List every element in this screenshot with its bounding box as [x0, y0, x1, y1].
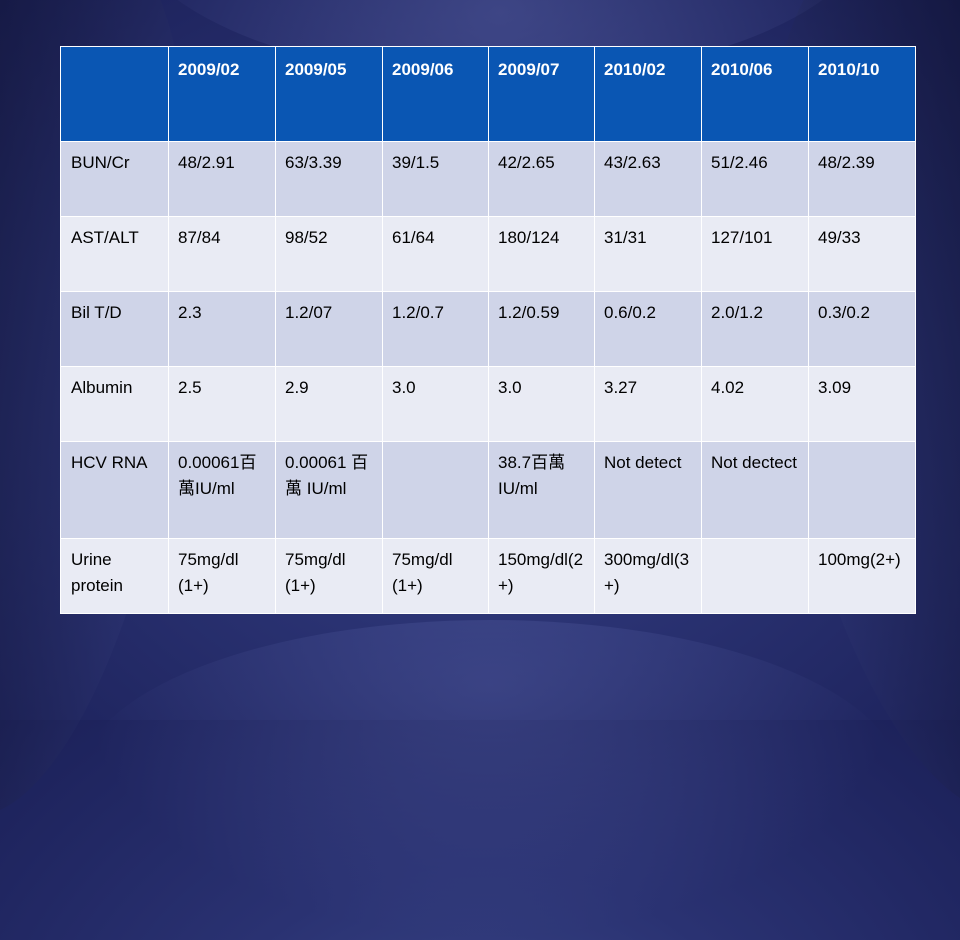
header-cell-date: 2010/02 — [594, 46, 702, 142]
header-row: 2009/02 2009/05 2009/06 2009/07 2010/02 … — [60, 46, 916, 142]
header-cell-date: 2009/06 — [382, 46, 489, 142]
table-cell: 180/124 — [488, 216, 595, 292]
table-cell: 0.6/0.2 — [594, 291, 702, 367]
table-cell: 75mg/dl (1+) — [275, 538, 383, 614]
table-row-albumin: Albumin 2.5 2.9 3.0 3.0 3.27 4.02 3.09 — [60, 366, 916, 442]
table-cell: 2.5 — [168, 366, 276, 442]
table-cell: 3.0 — [488, 366, 595, 442]
header-cell-date: 2009/02 — [168, 46, 276, 142]
table-cell: 127/101 — [701, 216, 809, 292]
table-cell: 42/2.65 — [488, 141, 595, 217]
row-label: HCV RNA — [60, 441, 169, 539]
background-glow-bottom — [80, 620, 900, 940]
table-cell: 51/2.46 — [701, 141, 809, 217]
table-cell: 38.7百萬IU/ml — [488, 441, 595, 539]
header-cell-date: 2009/07 — [488, 46, 595, 142]
table-cell: 0.00061 百萬 IU/ml — [275, 441, 383, 539]
table-cell: 150mg/dl(2+) — [488, 538, 595, 614]
table-cell: 3.27 — [594, 366, 702, 442]
table-cell: 1.2/0.59 — [488, 291, 595, 367]
table-cell: 1.2/0.7 — [382, 291, 489, 367]
table-cell: 61/64 — [382, 216, 489, 292]
header-cell-date: 2010/06 — [701, 46, 809, 142]
table-cell: 48/2.39 — [808, 141, 916, 217]
table-cell: 98/52 — [275, 216, 383, 292]
table-row-urine-protein: Urine protein 75mg/dl (1+) 75mg/dl (1+) … — [60, 538, 916, 614]
table-cell: 3.09 — [808, 366, 916, 442]
table-cell: 31/31 — [594, 216, 702, 292]
table-cell: 63/3.39 — [275, 141, 383, 217]
table-cell: 100mg(2+) — [808, 538, 916, 614]
table-cell: 75mg/dl (1+) — [382, 538, 489, 614]
table-cell: 87/84 — [168, 216, 276, 292]
table-cell: Not dectect — [701, 441, 809, 539]
lab-results-table: 2009/02 2009/05 2009/06 2009/07 2010/02 … — [60, 46, 916, 614]
table-cell: 2.0/1.2 — [701, 291, 809, 367]
table-cell: Not detect — [594, 441, 702, 539]
table-cell: 4.02 — [701, 366, 809, 442]
lab-results-table-container: 2009/02 2009/05 2009/06 2009/07 2010/02 … — [60, 46, 916, 614]
table-cell — [701, 538, 809, 614]
table-cell — [382, 441, 489, 539]
table-cell: 2.3 — [168, 291, 276, 367]
table-cell: 1.2/07 — [275, 291, 383, 367]
table-cell: 3.0 — [382, 366, 489, 442]
table-cell: 300mg/dl(3+) — [594, 538, 702, 614]
row-label: Albumin — [60, 366, 169, 442]
table-cell: 0.00061百萬IU/ml — [168, 441, 276, 539]
table-cell: 2.9 — [275, 366, 383, 442]
table-cell: 75mg/dl (1+) — [168, 538, 276, 614]
row-label: Urine protein — [60, 538, 169, 614]
header-cell-date: 2010/10 — [808, 46, 916, 142]
row-label: AST/ALT — [60, 216, 169, 292]
header-cell-corner — [60, 46, 169, 142]
row-label: BUN/Cr — [60, 141, 169, 217]
header-cell-date: 2009/05 — [275, 46, 383, 142]
table-cell — [808, 441, 916, 539]
row-label: Bil T/D — [60, 291, 169, 367]
table-cell: 43/2.63 — [594, 141, 702, 217]
table-row-ast-alt: AST/ALT 87/84 98/52 61/64 180/124 31/31 … — [60, 216, 916, 292]
table-row-hcv-rna: HCV RNA 0.00061百萬IU/ml 0.00061 百萬 IU/ml … — [60, 441, 916, 539]
table-cell: 39/1.5 — [382, 141, 489, 217]
table-cell: 49/33 — [808, 216, 916, 292]
table-cell: 0.3/0.2 — [808, 291, 916, 367]
table-row-bilirubin: Bil T/D 2.3 1.2/07 1.2/0.7 1.2/0.59 0.6/… — [60, 291, 916, 367]
table-cell: 48/2.91 — [168, 141, 276, 217]
table-row-bun-cr: BUN/Cr 48/2.91 63/3.39 39/1.5 42/2.65 43… — [60, 141, 916, 217]
